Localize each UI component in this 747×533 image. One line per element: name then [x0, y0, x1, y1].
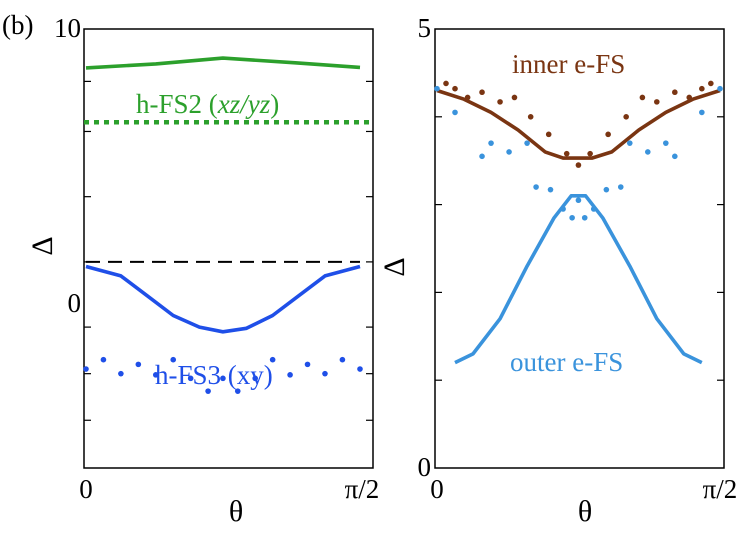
right-inner-e-fs-dotted-point — [464, 94, 471, 101]
right-inner-e-fs-dotted-point — [653, 99, 660, 105]
left-h-fs3-dotted-point — [322, 370, 328, 377]
right-inner-e-fs-dotted-point — [672, 89, 678, 96]
left-xtick-label-end: π/2 — [345, 474, 380, 504]
left-h-fs3-dotted-point — [83, 366, 89, 372]
right-light-dotted-point — [717, 85, 723, 92]
left-h-fs2-xz-yz-line — [85, 56, 361, 70]
right-light-dotted-point — [626, 140, 633, 146]
right-light-dotted-point — [434, 85, 440, 92]
left-label-hfs2: h-FS2 (xz/yz) — [136, 89, 279, 119]
left-h-fs3-dotted-point — [118, 370, 124, 377]
right-inner-e-fs-line — [436, 88, 721, 160]
left-xtick-label-start: 0 — [79, 474, 93, 504]
left-h-fs3-dotted-point — [269, 356, 276, 363]
right-inner-e-fs-dotted-point — [605, 131, 611, 138]
right-light-dotted-point — [617, 184, 624, 190]
right-light-dotted-point — [581, 214, 588, 221]
left-h-fs3-dotted-point — [357, 366, 363, 372]
right-xlabel: θ — [578, 495, 592, 528]
right-xtick-label-start: 0 — [430, 474, 444, 504]
left-ytick-label-zero: 0 — [68, 288, 82, 318]
right-light-dotted-point — [672, 153, 678, 160]
right-light-dotted-point — [663, 140, 669, 146]
right-inner-e-fs-dotted-point — [699, 85, 705, 92]
right-outer-e-fs-line — [454, 194, 703, 365]
left-h-fs3-dotted-point — [170, 356, 177, 363]
left-h-fs3-dotted-point — [339, 356, 346, 363]
right-light-dotted-point — [575, 197, 582, 204]
right-plot-frame — [434, 28, 725, 469]
left-plot-frame — [83, 28, 374, 469]
right-inner-e-fs-dotted-point — [686, 94, 693, 101]
right-light-dotted-point — [569, 214, 575, 221]
right-inner-e-fs-dotted-point — [527, 114, 534, 120]
panel-label: (b) — [2, 10, 33, 40]
right-light-dotted-point — [644, 149, 651, 155]
left-xlabel: θ — [229, 495, 243, 528]
right-light-dotted-point — [452, 109, 458, 116]
right-ylabel: Δ — [378, 257, 411, 276]
right-inner-e-fs-dotted-point — [708, 80, 714, 87]
right-light-dotted-point — [533, 184, 539, 190]
right-inner-e-fs-dotted-point — [511, 94, 518, 101]
right-chart: 5 0 0 π/2 θ Δ inner e-FS outer e-FS — [378, 13, 737, 528]
right-series — [434, 80, 723, 365]
right-inner-e-fs-dotted-point — [452, 85, 458, 92]
left-ylabel: Δ — [26, 236, 59, 255]
right-light-dotted-point — [603, 186, 610, 193]
left-label-hfs2-prefix: h-FS2 ( — [136, 89, 218, 119]
left-h-fs3-dotted-point — [287, 372, 293, 378]
left-h-fs3-xy-line — [85, 264, 361, 334]
right-light-dotted-point — [699, 109, 705, 116]
left-h-fs3-dotted-point — [220, 375, 226, 382]
right-light-dotted-point — [506, 149, 512, 155]
left-h-fs3-dotted-point — [205, 388, 211, 394]
right-light-dotted-point — [547, 186, 554, 193]
right-inner-e-fs-dotted-point — [639, 94, 646, 101]
right-inner-e-fs-dotted-point — [545, 131, 552, 138]
left-h-fs3-dotted-point — [152, 372, 159, 378]
right-label-inner-efs: inner e-FS — [512, 49, 625, 79]
right-inner-e-fs-dotted-point — [623, 114, 629, 120]
right-inner-e-fs-dotted-point — [563, 150, 570, 157]
left-label-hfs2-suffix: ) — [270, 89, 279, 119]
right-ytick-label-zero: 0 — [418, 452, 432, 482]
right-xtick-label-end: π/2 — [703, 474, 738, 504]
right-light-dotted-point — [488, 140, 494, 146]
left-h-fs3-dotted-point — [187, 375, 194, 382]
left-h-fs3-dotted-point — [135, 361, 142, 368]
right-inner-e-fs-dotted-point — [443, 80, 449, 87]
left-chart: 10 0 0 π/2 θ Δ h-FS2 (xz/yz) h-FS3 (xy) — [26, 13, 379, 528]
left-h-fs3-dotted-point — [304, 361, 311, 368]
left-label-hfs3: h-FS3 (xy) — [155, 360, 273, 390]
right-inner-e-fs-dotted-point — [479, 89, 485, 96]
left-ytick-label-top: 10 — [54, 13, 81, 43]
right-label-outer-efs: outer e-FS — [510, 347, 623, 377]
right-inner-e-fs-dotted-point — [575, 162, 582, 168]
right-light-dotted-point — [524, 140, 530, 146]
right-inner-e-fs-dotted-point — [497, 99, 503, 105]
left-series — [83, 56, 373, 394]
left-label-hfs2-italic: xz/yz — [217, 89, 271, 119]
left-h-fs3-dotted-point — [252, 375, 259, 382]
right-ytick-label-top: 5 — [418, 13, 432, 43]
left-h-fs3-dotted-point — [234, 388, 241, 394]
right-ticks — [435, 116, 724, 381]
left-h-fs3-dotted-point — [100, 356, 107, 363]
right-light-dotted-point — [479, 153, 485, 160]
right-inner-e-fs-dotted-point — [587, 150, 593, 157]
